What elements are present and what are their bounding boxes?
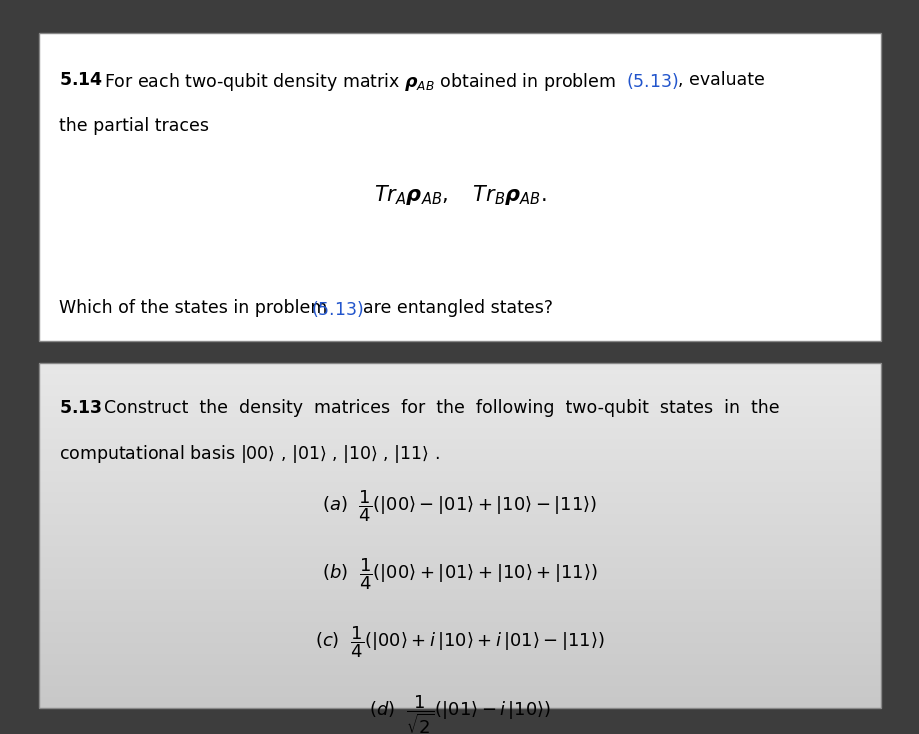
Text: , evaluate: , evaluate bbox=[677, 71, 764, 90]
Text: Construct  the  density  matrices  for  the  following  two-qubit  states  in  t: Construct the density matrices for the f… bbox=[104, 399, 778, 417]
Text: Which of the states in problem: Which of the states in problem bbox=[59, 299, 327, 317]
Text: computational basis $|00\rangle$ , $|01\rangle$ , $|10\rangle$ , $|11\rangle$ .: computational basis $|00\rangle$ , $|01\… bbox=[59, 443, 439, 465]
Text: the partial traces: the partial traces bbox=[59, 117, 209, 135]
Text: $(5.13)$: $(5.13)$ bbox=[625, 71, 677, 91]
Text: $(a)\ \ \dfrac{1}{4}(|00\rangle - |01\rangle + |10\rangle - |11\rangle)$: $(a)\ \ \dfrac{1}{4}(|00\rangle - |01\ra… bbox=[322, 488, 597, 524]
Text: $(d)\ \ \dfrac{1}{\sqrt{2}}(|01\rangle - i\,|10\rangle)$: $(d)\ \ \dfrac{1}{\sqrt{2}}(|01\rangle -… bbox=[369, 693, 550, 734]
Text: $(5.13)$: $(5.13)$ bbox=[311, 299, 363, 319]
FancyBboxPatch shape bbox=[39, 33, 880, 341]
Text: $\mathit{Tr}_A\boldsymbol{\rho}_{AB},$$\quad\mathit{Tr}_B\boldsymbol{\rho}_{AB}.: $\mathit{Tr}_A\boldsymbol{\rho}_{AB},$$\… bbox=[373, 183, 546, 207]
Text: $(c)\ \ \dfrac{1}{4}(|00\rangle + i\,|10\rangle + i\,|01\rangle - |11\rangle)$: $(c)\ \ \dfrac{1}{4}(|00\rangle + i\,|10… bbox=[314, 625, 605, 661]
Text: $(b)\ \ \dfrac{1}{4}(|00\rangle + |01\rangle + |10\rangle + |11\rangle)$: $(b)\ \ \dfrac{1}{4}(|00\rangle + |01\ra… bbox=[322, 556, 597, 592]
Text: $\mathbf{5.13}$: $\mathbf{5.13}$ bbox=[59, 399, 102, 417]
Text: $\mathbf{5.14}$: $\mathbf{5.14}$ bbox=[59, 71, 103, 90]
Text: For each two-qubit density matrix $\boldsymbol{\rho}_{AB}$ obtained in problem: For each two-qubit density matrix $\bold… bbox=[104, 71, 615, 93]
Text: are entangled states?: are entangled states? bbox=[363, 299, 553, 317]
